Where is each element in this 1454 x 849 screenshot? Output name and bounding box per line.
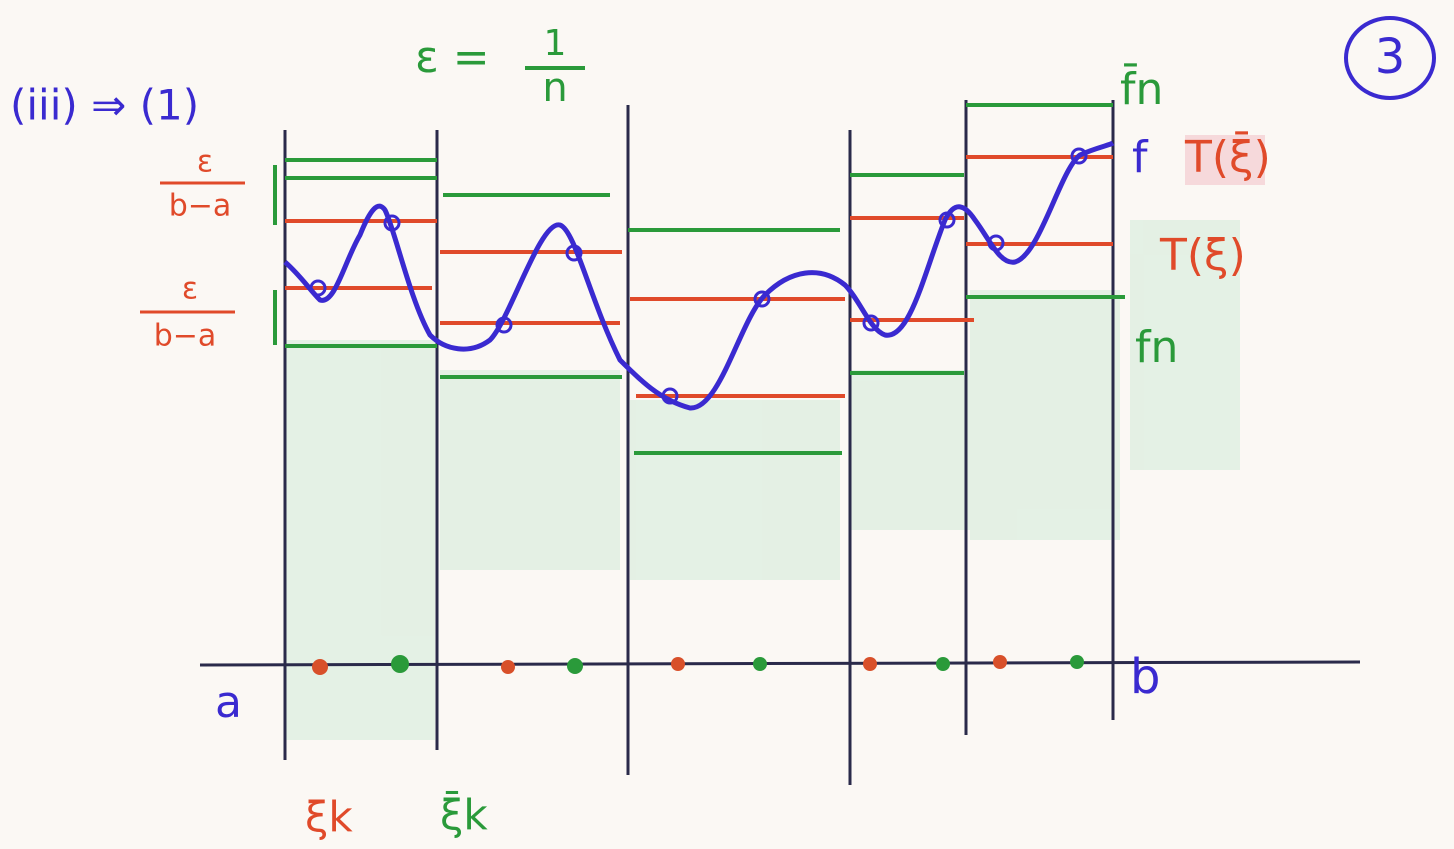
diagram: (iii) ⇒ (1) 3 ε = 1 n ε b−a ε b−a f̄n f … [0, 0, 1454, 849]
upper-point-label: ξ̄k [440, 789, 488, 840]
lower-sum-label: T(ξ) [1159, 230, 1246, 281]
epsilon-denominator: n [542, 65, 567, 111]
epsilon-lhs: ε = [415, 32, 490, 83]
upper-step-label: f̄n [1120, 62, 1163, 115]
header-label: (iii) ⇒ (1) [10, 81, 199, 130]
upper-sum-label: T(ξ̄) [1184, 130, 1271, 183]
lower-step-label: fn [1135, 322, 1178, 373]
left-denominator: b−a [154, 319, 217, 354]
left-numerator: ε [182, 272, 198, 307]
axis-start: a [215, 677, 242, 728]
epsilon-numerator: 1 [544, 23, 567, 64]
left-denominator: b−a [169, 189, 232, 224]
lower-point-label: ξk [305, 793, 353, 842]
axis-end: b [1130, 649, 1160, 705]
left-numerator: ε [197, 145, 213, 180]
function-label: f [1132, 132, 1149, 183]
page-number: 3 [1375, 29, 1406, 85]
